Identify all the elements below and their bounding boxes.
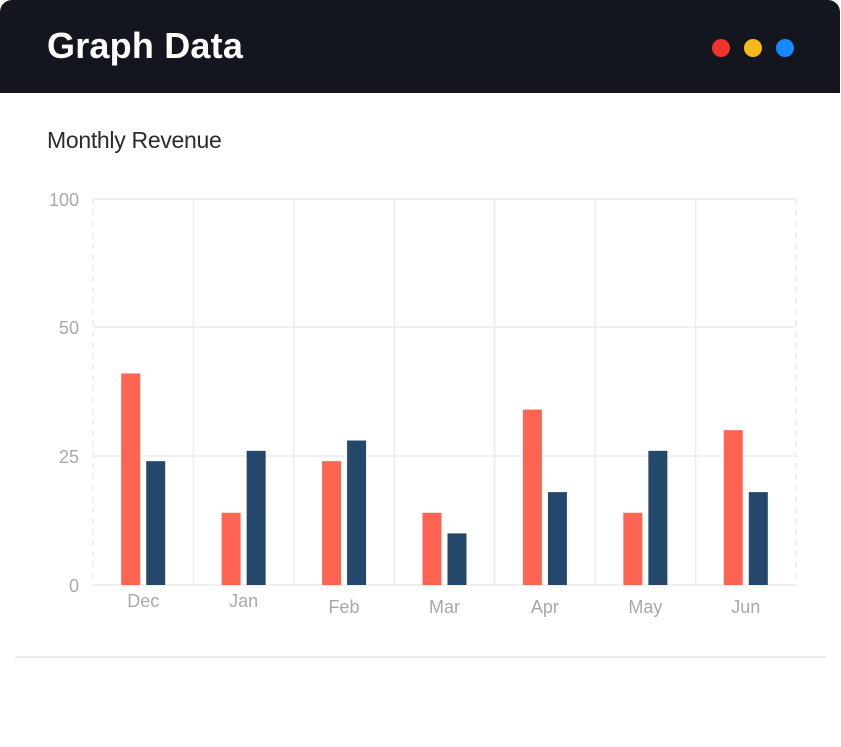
y-tick-label: 100 — [49, 190, 79, 210]
x-tick-label: Mar — [429, 597, 460, 617]
bar-series-1 — [422, 512, 442, 585]
bar-series-1 — [723, 430, 743, 585]
x-tick-label: Apr — [531, 597, 559, 617]
chart-title: Monthly Revenue — [47, 127, 222, 153]
bar-series-2 — [648, 450, 668, 585]
bar-series-2 — [447, 533, 467, 585]
divider — [15, 656, 826, 658]
chart-panel: Monthly Revenue 0 25 50 100 Dec Jan Feb Mar Apr M… — [0, 93, 840, 747]
bar-series-2 — [146, 461, 166, 585]
bar-series-2 — [748, 492, 768, 585]
y-tick-label: 50 — [59, 318, 79, 338]
bar-series-2 — [246, 450, 266, 585]
x-tick-label: Jan — [229, 591, 258, 611]
title-bar: Graph Data — [0, 0, 840, 93]
bar-chart: 0 25 50 100 Dec Jan Feb Mar Apr May Jun — [49, 190, 797, 617]
close-button[interactable] — [712, 39, 730, 57]
bar-series-1 — [623, 512, 643, 585]
minimize-button[interactable] — [744, 39, 762, 57]
x-tick-label: Feb — [329, 597, 360, 617]
bar-series-2 — [547, 492, 567, 585]
bar-series-1 — [121, 373, 141, 585]
y-tick-label: 25 — [59, 447, 79, 467]
bar-series-1 — [522, 409, 542, 585]
bar-series-2 — [347, 440, 367, 585]
window-controls — [712, 39, 794, 57]
bar-series-1 — [322, 461, 342, 585]
x-tick-label: Dec — [127, 591, 159, 611]
y-tick-label: 0 — [69, 576, 79, 596]
x-tick-label: May — [628, 597, 662, 617]
x-tick-label: Jun — [731, 597, 760, 617]
maximize-button[interactable] — [776, 39, 794, 57]
bar-series-1 — [221, 512, 241, 585]
window-title: Graph Data — [47, 25, 244, 66]
